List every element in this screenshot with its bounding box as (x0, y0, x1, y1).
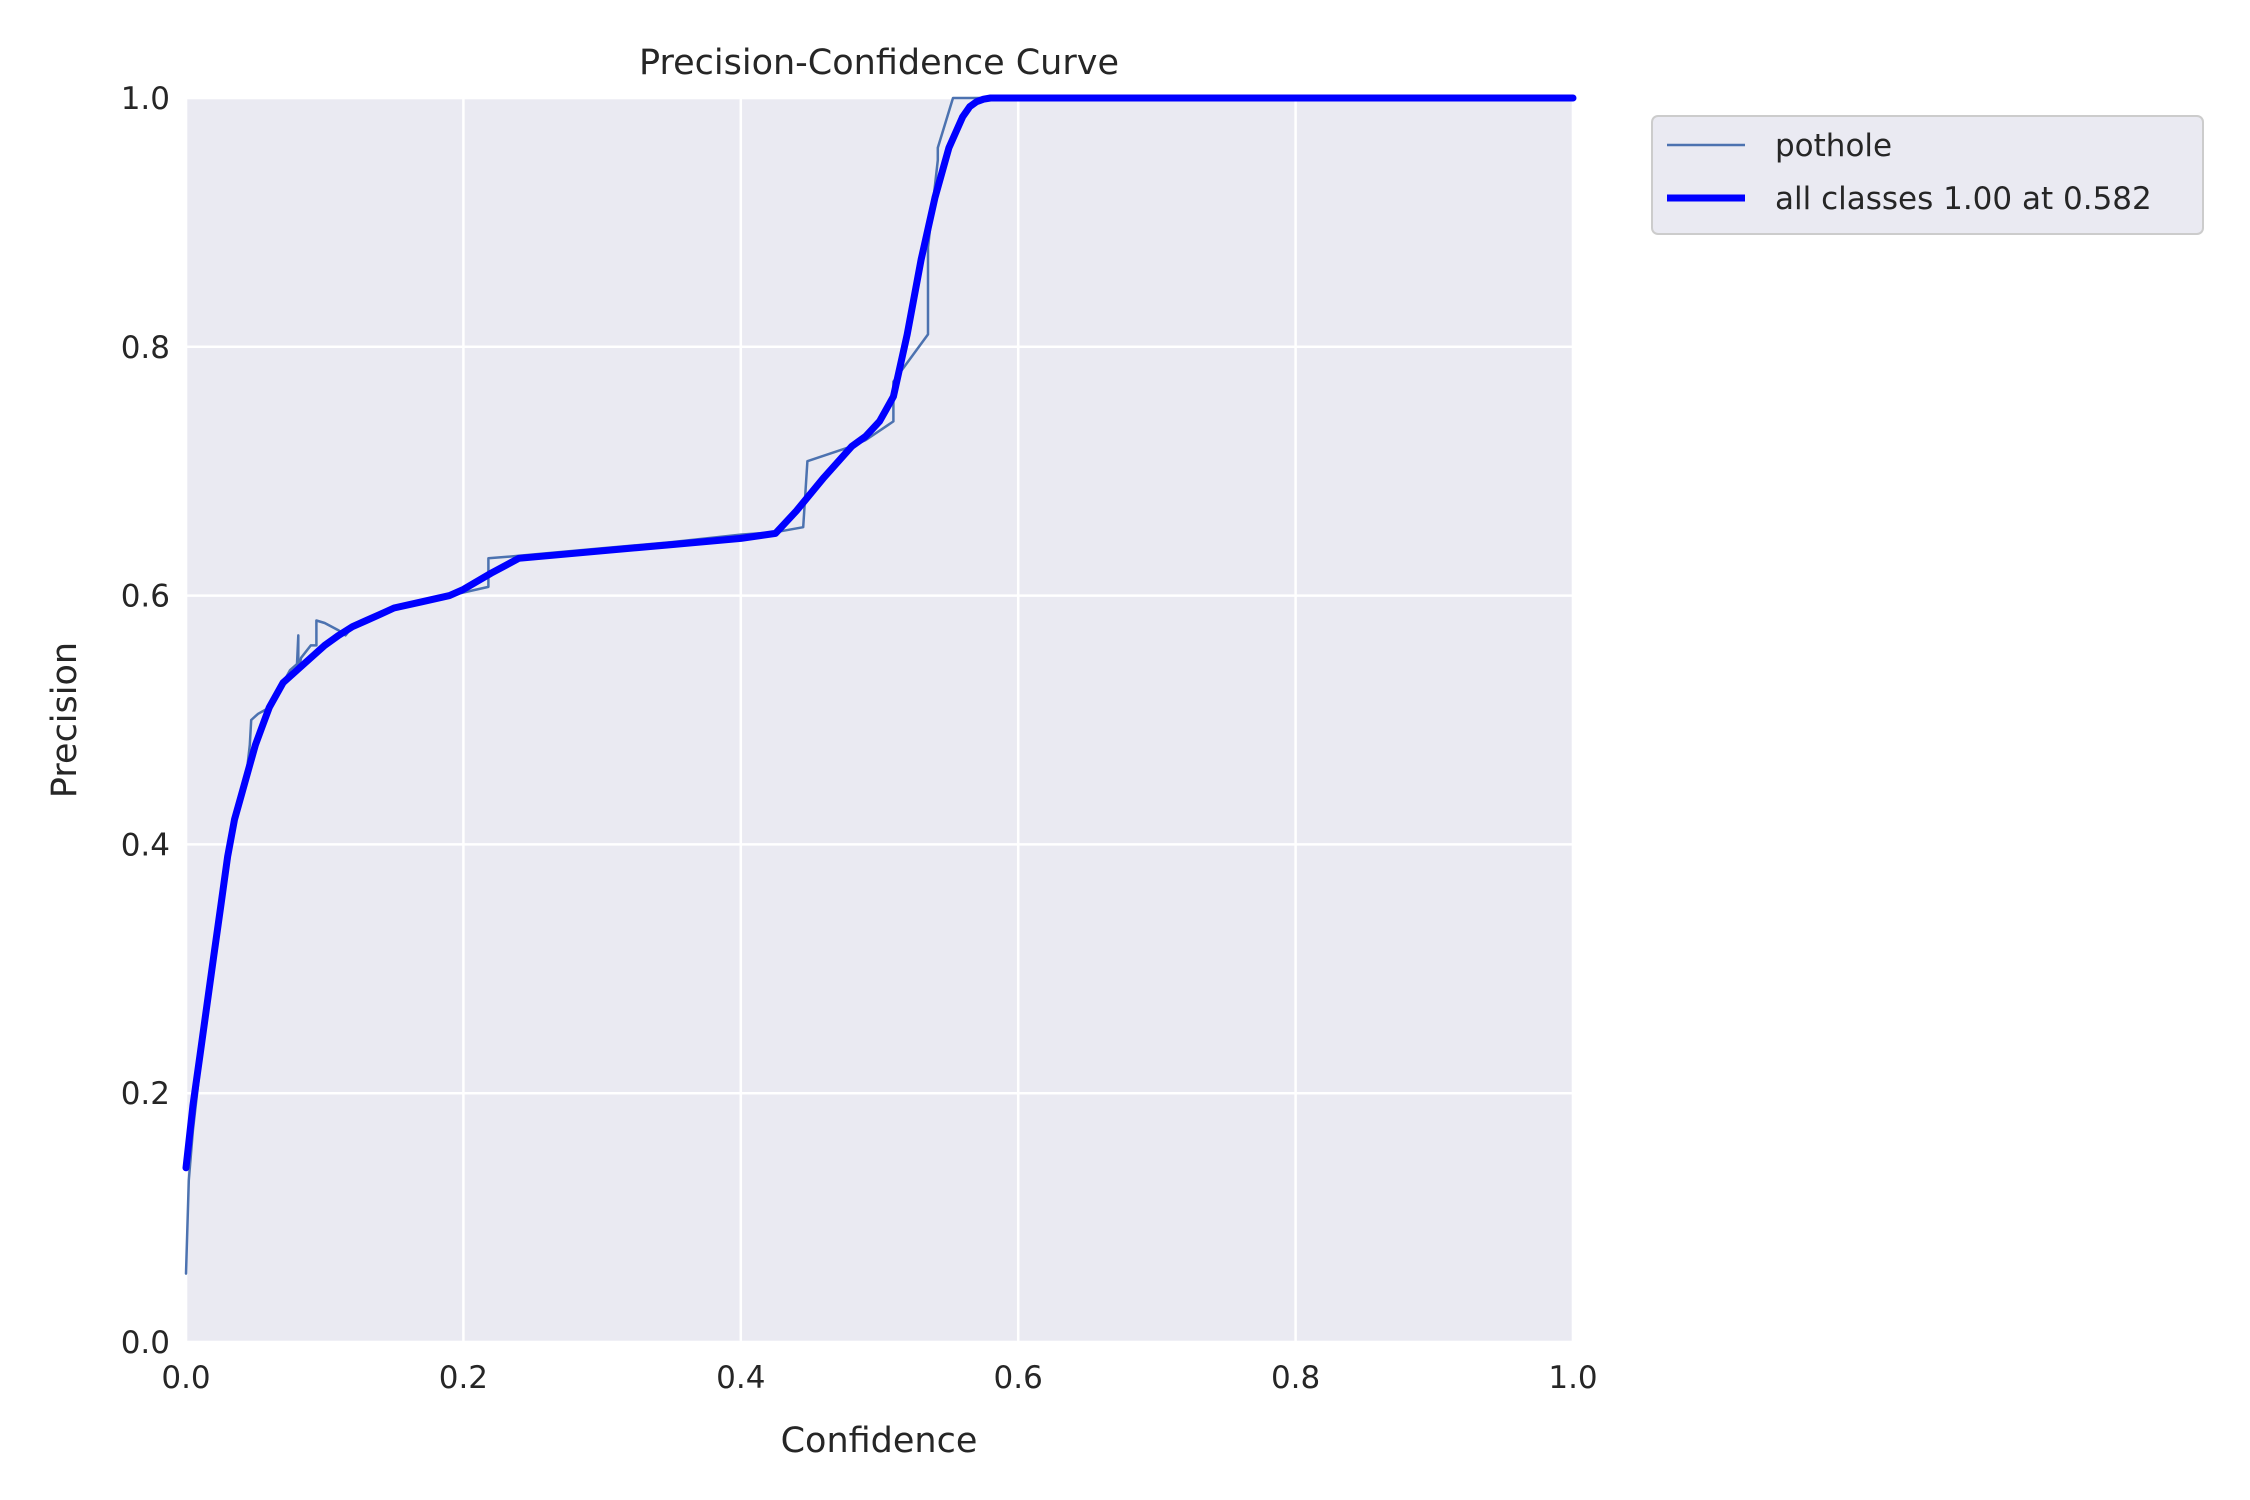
legend-box (1651, 115, 2204, 235)
x-tick-label: 0.6 (994, 1360, 1043, 1396)
chart-title: Precision-Confidence Curve (639, 43, 1119, 83)
legend-label-all-classes: all classes 1.00 at 0.582 (1775, 181, 2152, 217)
x-tick-label: 0.2 (439, 1360, 488, 1396)
y-tick-label: 0.0 (121, 1325, 170, 1361)
x-axis-label: Confidence (781, 1421, 978, 1461)
y-axis-ticks: 0.0 0.2 0.4 0.6 0.8 1.0 (121, 81, 170, 1361)
x-axis-ticks: 0.0 0.2 0.4 0.6 0.8 1.0 (161, 1360, 1597, 1396)
y-tick-label: 1.0 (121, 81, 170, 117)
x-tick-label: 1.0 (1548, 1360, 1597, 1396)
x-tick-label: 0.4 (716, 1360, 765, 1396)
plot-background (186, 98, 1573, 1342)
y-axis-label: Precision (45, 642, 85, 798)
series-layer (182, 94, 1577, 1275)
legend-label-pothole: pothole (1775, 128, 1892, 164)
y-tick-label: 0.8 (121, 330, 170, 366)
grid-lines (184, 96, 1575, 1344)
y-tick-label: 0.6 (121, 579, 170, 615)
y-tick-label: 0.2 (121, 1076, 170, 1112)
x-tick-label: 0.8 (1271, 1360, 1320, 1396)
legend: pothole all classes 1.00 at 0.582 (1651, 115, 2204, 235)
x-tick-label: 0.0 (161, 1360, 210, 1396)
series-line-all-classes (182, 94, 1577, 1172)
y-tick-label: 0.4 (121, 827, 170, 863)
